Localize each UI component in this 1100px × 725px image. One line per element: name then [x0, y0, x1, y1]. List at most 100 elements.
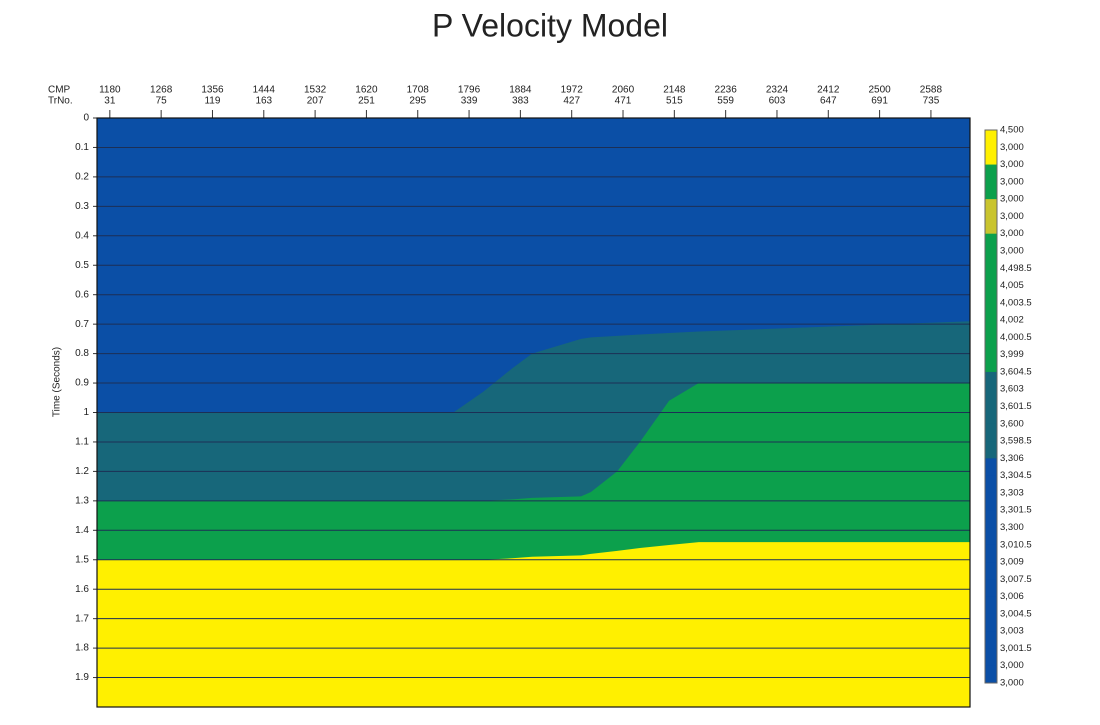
colorbar-segment — [985, 579, 997, 598]
y-tick-label: 1 — [83, 407, 89, 418]
x-tick-label: 2324 — [766, 85, 789, 96]
colorbar-label: 4,498.5 — [1000, 263, 1032, 274]
x2-tick-label: 691 — [871, 96, 888, 107]
x-tick-label: 1796 — [458, 85, 481, 96]
colorbar-label: 4,003.5 — [1000, 297, 1032, 308]
x-tick-label: 2412 — [817, 85, 840, 96]
y-tick-label: 0.6 — [75, 289, 89, 300]
x-tick-label: 2236 — [715, 85, 738, 96]
x-tick-label: 1708 — [407, 85, 430, 96]
x2-tick-label: 559 — [717, 96, 734, 107]
x2-tick-label: 251 — [358, 96, 375, 107]
x2-tick-label: 119 — [204, 96, 220, 107]
x2-tick-label: 471 — [615, 96, 632, 107]
y-tick-label: 0.3 — [75, 201, 89, 212]
colorbar-label: 3,000 — [1000, 142, 1024, 153]
colorbar-label: 3,300 — [1000, 522, 1024, 533]
colorbar-segment — [985, 354, 997, 373]
colorbar-label: 3,604.5 — [1000, 366, 1032, 377]
y-tick-label: 1.4 — [75, 525, 89, 536]
x-axis-label: CMP — [48, 85, 71, 96]
colorbar-segment — [985, 320, 997, 338]
x2-tick-label: 207 — [307, 96, 324, 107]
x-tick-label: 1356 — [201, 85, 224, 96]
colorbar-label: 3,598.5 — [1000, 436, 1032, 447]
x2-tick-label: 75 — [156, 96, 168, 107]
colorbar-segment — [985, 406, 997, 425]
colorbar-segment — [985, 199, 997, 217]
x-tick-label: 1620 — [355, 85, 378, 96]
colorbar-label: 3,010.5 — [1000, 539, 1032, 550]
y-tick-label: 0 — [83, 113, 89, 124]
colorbar-label: 3,600 — [1000, 418, 1024, 429]
y-axis-label: Time (Seconds) — [52, 347, 63, 417]
x2-tick-label: 647 — [820, 96, 837, 107]
colorbar-segment — [985, 371, 997, 390]
y-tick-label: 1.1 — [75, 437, 89, 448]
layer — [97, 542, 970, 707]
colorbar-segment — [985, 423, 997, 442]
colorbar-segment — [985, 285, 997, 304]
y-tick-label: 1.7 — [75, 613, 89, 624]
colorbar-label: 4,500 — [1000, 125, 1024, 136]
y-tick-label: 0.4 — [75, 230, 89, 241]
colorbar-label: 3,601.5 — [1000, 401, 1032, 412]
colorbar-label: 3,603 — [1000, 384, 1024, 395]
x-tick-label: 1444 — [253, 85, 276, 96]
colorbar-segment — [985, 233, 997, 252]
colorbar-segment — [985, 665, 997, 684]
colorbar-label: 3,303 — [1000, 487, 1024, 498]
y-tick-label: 0.5 — [75, 260, 89, 271]
x2-tick-label: 515 — [666, 96, 683, 107]
x-tick-label: 1268 — [150, 85, 173, 96]
colorbar-label: 3,306 — [1000, 453, 1024, 464]
x-tick-label: 2500 — [868, 85, 891, 96]
colorbar-label: 3,006 — [1000, 591, 1024, 602]
colorbar-label: 3,999 — [1000, 349, 1024, 360]
x-tick-label: 1972 — [561, 85, 584, 96]
colorbar-segment — [985, 613, 997, 632]
colorbar-segment — [985, 510, 997, 528]
y-tick-label: 0.9 — [75, 378, 89, 389]
colorbar-label: 3,301.5 — [1000, 505, 1032, 516]
colorbar-label: 3,000 — [1000, 228, 1024, 239]
colorbar-segment — [985, 648, 997, 667]
x2-axis-label: TrNo. — [48, 96, 73, 107]
x2-tick-label: 31 — [104, 96, 116, 107]
x2-tick-label: 339 — [461, 96, 478, 107]
colorbar-label: 3,000 — [1000, 245, 1024, 256]
colorbar-label: 3,000 — [1000, 176, 1024, 187]
colorbar-segment — [985, 216, 997, 235]
colorbar-segment — [985, 268, 997, 287]
y-tick-label: 1.3 — [75, 495, 89, 506]
colorbar-segment — [985, 147, 997, 166]
colorbar-label: 3,000 — [1000, 194, 1024, 205]
colorbar-segment — [985, 389, 997, 407]
colorbar-label: 3,304.5 — [1000, 470, 1032, 481]
y-tick-label: 0.2 — [75, 172, 89, 183]
colorbar-label: 4,002 — [1000, 315, 1024, 326]
colorbar-label: 3,007.5 — [1000, 574, 1032, 585]
y-tick-label: 1.8 — [75, 643, 89, 654]
colorbar-segment — [985, 302, 997, 321]
colorbar-segment — [985, 164, 997, 183]
colorbar-segment — [985, 250, 997, 269]
chart-title: P Velocity Model — [432, 7, 668, 43]
x2-tick-label: 427 — [563, 96, 580, 107]
x-tick-label: 1532 — [304, 85, 327, 96]
colorbar-segment — [985, 631, 997, 649]
x-tick-label: 2060 — [612, 85, 635, 96]
x2-tick-label: 383 — [512, 96, 529, 107]
x2-tick-label: 735 — [923, 96, 940, 107]
colorbar-border — [984, 129, 998, 684]
colorbar-label: 3,003 — [1000, 626, 1024, 637]
colorbar-segment — [985, 544, 997, 563]
colorbar-label: 3,004.5 — [1000, 608, 1032, 619]
y-tick-label: 1.2 — [75, 466, 89, 477]
colorbar-segment — [985, 458, 997, 477]
y-tick-label: 1.9 — [75, 672, 89, 683]
y-tick-label: 1.6 — [75, 584, 89, 595]
colorbar-segment — [985, 596, 997, 615]
colorbar-label: 4,005 — [1000, 280, 1024, 291]
